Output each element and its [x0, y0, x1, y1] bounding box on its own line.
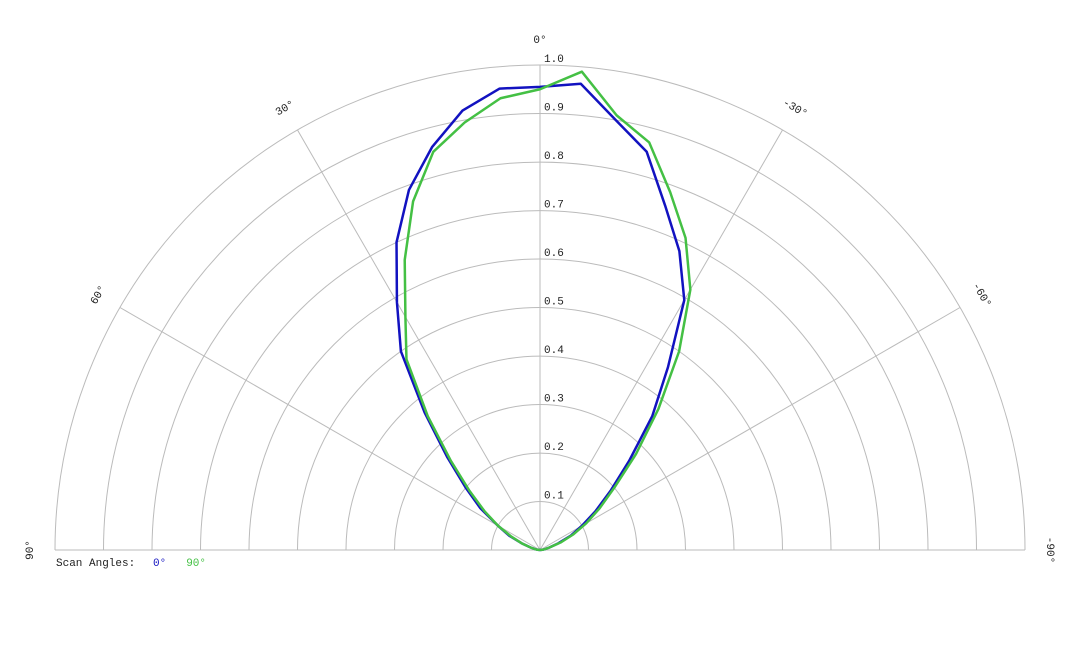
theta-tick-label: 60° [89, 284, 109, 307]
grid-spoke [539, 129, 783, 551]
theta-tick-label: 30° [274, 99, 297, 119]
grid [54, 64, 1026, 551]
r-tick-label: 0.8 [544, 151, 564, 163]
r-tick-label: 0.7 [544, 199, 564, 211]
grid-spoke [539, 307, 961, 551]
theta-tick-label: -60° [969, 281, 993, 310]
theta-tick-label: 0° [533, 35, 546, 47]
r-tick-label: 0.9 [544, 102, 564, 114]
r-tick-label: 0.1 [544, 490, 564, 502]
legend-entry: 0° [153, 558, 166, 570]
r-tick-label: 0.2 [544, 442, 564, 454]
legend-title: Scan Angles: [56, 558, 135, 570]
grid-spoke [297, 129, 541, 551]
r-tick-label: 1.0 [544, 54, 564, 66]
grid-spoke [119, 307, 541, 551]
r-tick-label: 0.5 [544, 296, 564, 308]
theta-tick-label: -90° [1043, 537, 1055, 563]
series-line [403, 70, 692, 552]
r-tick-label: 0.3 [544, 393, 564, 405]
r-tick-label: 0.4 [544, 345, 564, 357]
plot [395, 70, 692, 552]
theta-tick-label: -30° [780, 97, 809, 121]
r-tick-label: 0.6 [544, 248, 564, 260]
theta-tick-label: 90° [25, 540, 37, 560]
legend-entry: 90° [186, 558, 206, 570]
